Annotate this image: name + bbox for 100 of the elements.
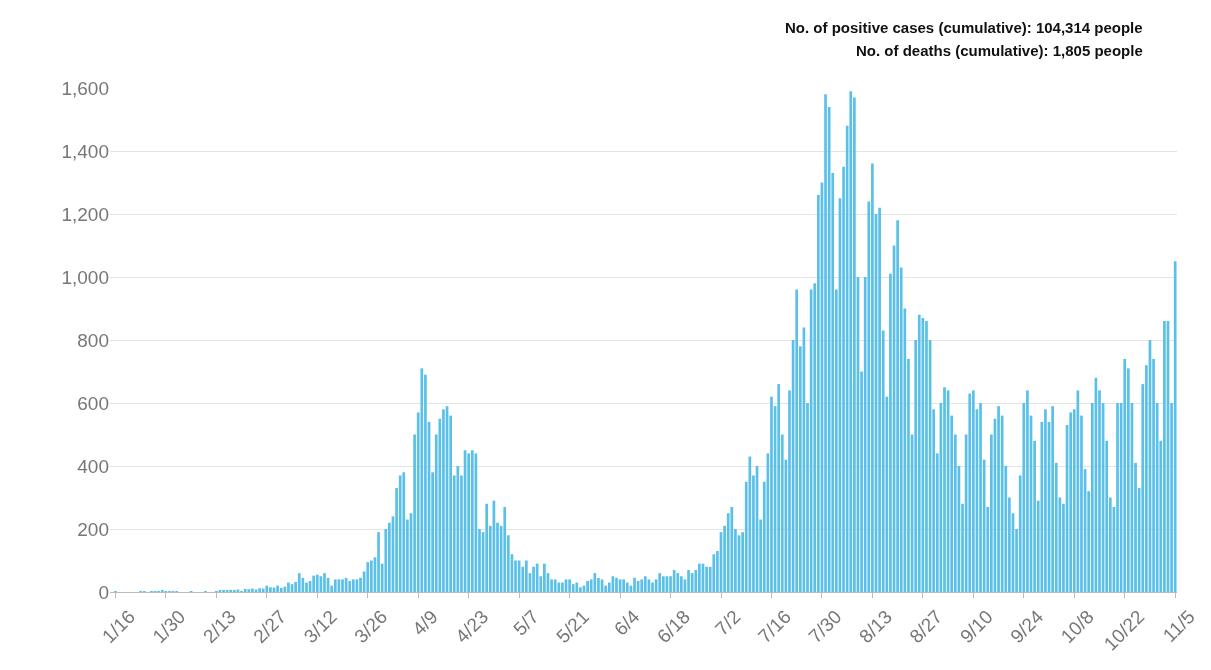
bar [287,582,290,592]
bar [265,585,269,592]
x-tick-label: 8/13 [854,606,896,647]
bar [366,562,370,592]
bar [351,579,355,592]
bar [467,453,471,592]
x-tick-label: 11/5 [1158,606,1199,646]
bar [968,393,972,592]
bar [442,409,445,592]
text: No. of positive cases (cumulative): 104,314 people [785,19,1143,36]
x-tick-label: 10/8 [1056,606,1098,647]
y-tick-label: 800 [77,329,109,351]
bar [698,563,701,592]
x-tick-label: 6/18 [653,606,695,647]
y-tick-label: 200 [77,518,109,540]
bar [251,588,254,592]
bar [687,569,690,592]
bar [1026,390,1029,592]
bar [333,579,337,592]
bar [593,573,597,592]
bar [896,220,899,592]
bar [849,91,853,592]
bar [283,586,287,592]
bar [312,575,316,592]
bar [640,579,644,592]
bar [377,532,380,592]
x-tick-label: 7/30 [804,606,846,647]
bar [712,554,716,592]
bar [1069,412,1073,592]
bar [269,587,272,592]
bar [579,587,582,592]
bar [770,396,773,592]
bar [247,589,251,592]
y-tick-label: 1,000 [61,266,109,288]
bar [597,577,600,592]
bar [258,588,261,592]
bar [676,573,680,592]
bar [1173,261,1177,592]
y-tick-label: 0 [98,581,109,603]
bar [1051,406,1054,592]
bar [348,580,352,592]
bar [532,566,535,592]
bar [402,472,406,592]
bar [730,506,734,592]
bar [748,456,752,592]
y-tick-label: 1,400 [61,140,109,162]
bar [625,582,629,592]
y-tick-label: 1,600 [61,77,109,99]
y-tick-label: 600 [77,392,109,414]
bar [323,573,326,592]
bar [997,406,1000,592]
bar [305,582,308,592]
text: No. of deaths (cumulative): 1,805 people [856,42,1143,59]
bar [470,450,474,592]
bar [680,576,683,592]
bar [561,582,564,592]
bar [615,577,618,592]
bar [878,207,881,592]
bar [1116,403,1119,592]
bar [485,503,489,592]
bar [297,573,301,592]
bar [369,560,373,592]
bar [651,582,654,592]
bar [261,588,265,592]
bar [633,577,636,592]
bar [824,94,827,592]
bar [1044,409,1047,592]
bar [871,163,874,592]
bar [979,403,982,592]
bar [777,384,781,592]
x-tick-label: 1/30 [148,606,190,647]
x-tick-label: 5/21 [552,606,594,647]
bar [643,576,647,592]
bar [524,560,528,592]
bar [586,580,589,592]
x-tick-label: 4/9 [408,606,442,640]
bar [622,579,626,592]
y-tick-label: 1,200 [61,203,109,225]
bar [553,579,557,592]
bar [658,573,662,592]
x-tick-label: 7/16 [754,606,796,647]
bar [503,506,507,592]
bar [543,563,546,592]
bar [795,289,799,592]
bar [1163,321,1166,592]
x-tick-label: 6/4 [610,605,644,640]
bar [925,321,928,592]
bar [1123,358,1127,592]
bar [971,390,975,592]
bar [575,582,579,592]
bar [535,563,539,592]
x-tick-label: 9/10 [955,606,997,647]
bar [943,387,946,592]
bar [276,585,279,592]
bar [557,582,561,592]
y-tick-label: 400 [77,455,109,477]
x-tick-label: 4/23 [451,606,493,647]
x-tick-label: 5/7 [509,606,543,640]
bar [341,579,344,592]
bar [420,368,424,592]
